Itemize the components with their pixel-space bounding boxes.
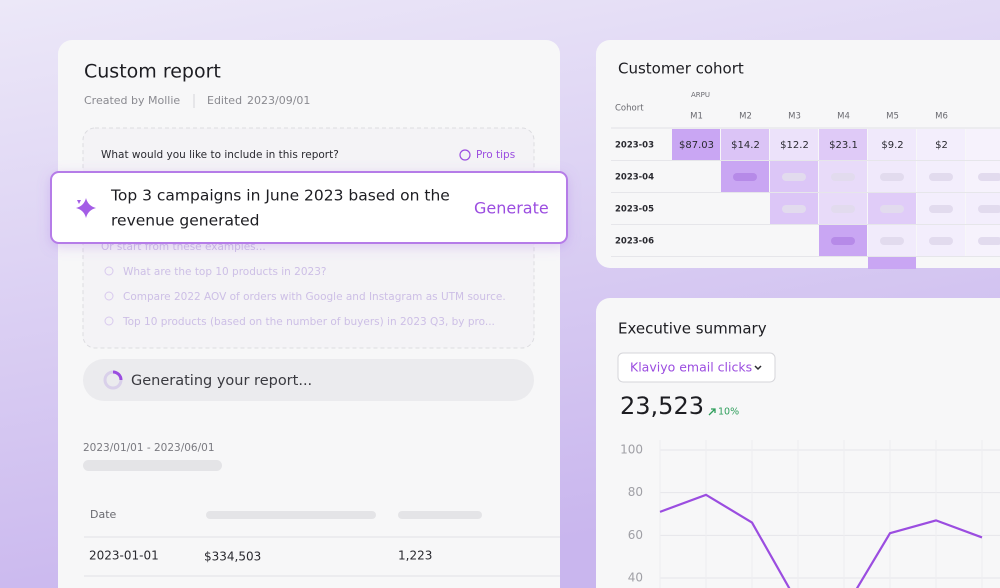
cohort-value: $2 <box>935 140 948 151</box>
placeholder <box>929 237 953 245</box>
placeholder <box>978 237 1000 245</box>
cohort-title: Customer cohort <box>618 60 744 78</box>
placeholder <box>782 173 806 181</box>
placeholder <box>782 205 806 213</box>
author: Mollie <box>148 94 180 107</box>
example[interactable]: Compare 2022 AOV of orders with Google a… <box>123 291 506 303</box>
placeholder <box>831 237 855 245</box>
column-header: M1 <box>690 112 703 122</box>
table-cell: 1,223 <box>398 549 432 563</box>
cohort-cell <box>672 129 720 160</box>
table-cell: $334,503 <box>204 550 261 564</box>
prompt-line: Top 3 campaigns in June 2023 based on th… <box>110 187 450 205</box>
cohort-cell <box>917 129 965 160</box>
column-header: M3 <box>788 112 801 122</box>
cohort-cell <box>868 257 916 269</box>
placeholder <box>398 511 482 519</box>
placeholder <box>831 205 855 213</box>
placeholder <box>929 173 953 181</box>
placeholder <box>880 237 904 245</box>
cohort-value: $23.1 <box>829 140 858 151</box>
table-cell: 2023-01-01 <box>89 549 159 563</box>
column-header: M6 <box>935 112 948 122</box>
report-title: Custom report <box>84 61 221 83</box>
placeholder <box>880 173 904 181</box>
cohort-value: $87.03 <box>679 140 714 151</box>
cohort-cell <box>819 129 867 160</box>
cohort-cell <box>721 129 769 160</box>
sparkle-icon <box>76 198 96 218</box>
row-label: 2023-03 <box>615 141 654 151</box>
metric-label: Klaviyo email clicks <box>630 360 752 375</box>
cohort-cell <box>868 129 916 160</box>
help-icon <box>459 149 471 161</box>
cohort-value: $14.2 <box>731 140 760 151</box>
date-range: 2023/01/01 - 2023/06/01 <box>83 442 215 454</box>
column-header: M5 <box>886 112 899 122</box>
placeholder <box>978 205 1000 213</box>
spinner <box>112 370 123 381</box>
cohort-value: $12.2 <box>780 140 809 151</box>
edited-date: 2023/09/01 <box>247 94 310 107</box>
change: 10% <box>718 407 739 418</box>
created-label: Created by <box>84 94 145 107</box>
cohort-cell <box>966 129 1000 160</box>
prompt-input[interactable] <box>50 171 568 244</box>
placeholder <box>733 173 757 181</box>
row-header: Cohort <box>615 104 644 114</box>
column-header: M4 <box>837 112 850 122</box>
line <box>659 493 983 588</box>
cohort-cell <box>770 129 818 160</box>
status-pill <box>83 359 534 401</box>
placeholder <box>83 460 222 471</box>
group-header: ARPU <box>691 91 710 99</box>
y-tick-label: 60 <box>628 528 643 542</box>
placeholder <box>831 173 855 181</box>
cohort-grid: M1 M2 M3 M4 M5 M6 2023-03 $87.03 $14.2 $12.2 $23.1… <box>611 112 1000 269</box>
placeholder <box>929 205 953 213</box>
pro-tips[interactable]: Pro tips <box>476 149 515 161</box>
metric-dropdown[interactable] <box>617 352 776 383</box>
column-header: M2 <box>739 112 752 122</box>
status-text: Generating your report... <box>131 373 312 389</box>
y-tick-label: 40 <box>628 571 643 585</box>
placeholder <box>206 511 376 519</box>
table-header: Date <box>90 508 117 521</box>
row-label: 2023-04 <box>615 173 654 183</box>
edited-label: Edited <box>207 94 242 107</box>
y-tick-label: 100 <box>620 443 643 457</box>
line-chart: 40 60 80 100 <box>620 440 1000 588</box>
summary-title: Executive summary <box>618 320 767 338</box>
example-pins <box>104 266 114 326</box>
y-tick-label: 80 <box>628 485 643 499</box>
placeholder <box>880 205 904 213</box>
prompt-line: revenue generated <box>111 212 259 230</box>
example[interactable]: What are the top 10 products in 2023? <box>123 266 326 278</box>
total: 23,523 <box>620 392 704 420</box>
generate-button[interactable]: Generate <box>474 199 549 218</box>
trend-icon <box>708 408 716 416</box>
cohort-value: $9.2 <box>881 140 903 151</box>
placeholder <box>978 173 1000 181</box>
row-label: 2023-05 <box>615 205 654 215</box>
example[interactable]: Top 10 products (based on the number of … <box>122 316 495 328</box>
chevron <box>754 365 762 371</box>
prompt-question: What would you like to include in this r… <box>101 149 339 161</box>
row-label: 2023-06 <box>615 237 654 247</box>
